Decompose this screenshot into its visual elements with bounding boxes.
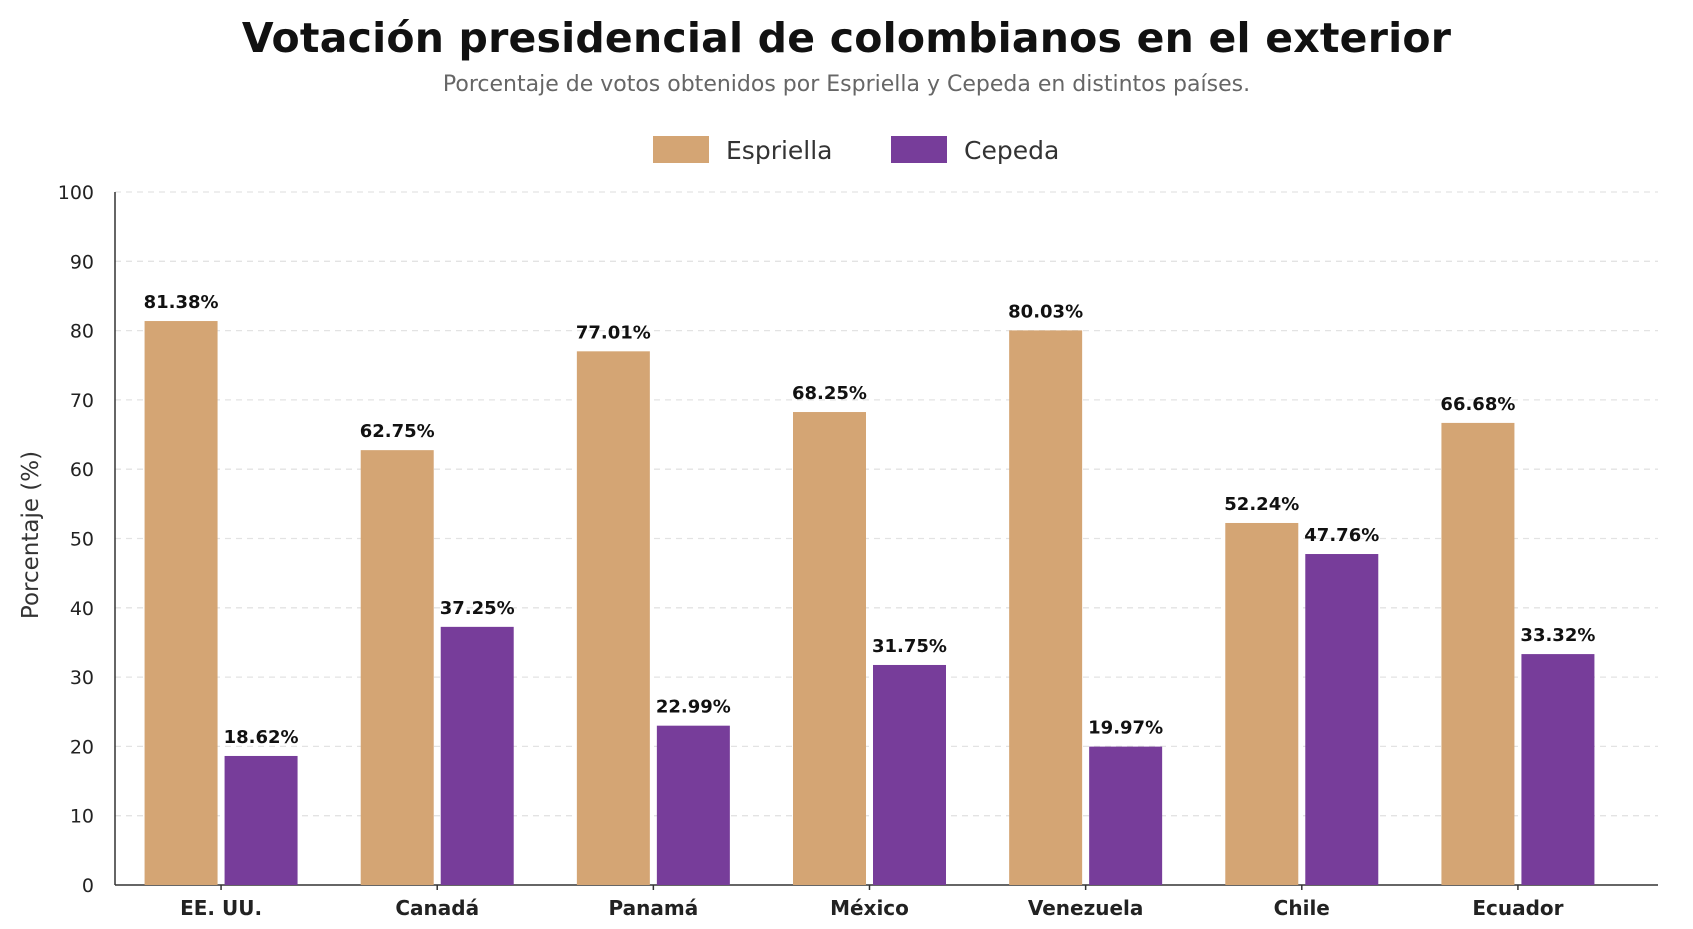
data-label-espriella: 80.03%	[1008, 301, 1083, 322]
y-tick-label: 50	[70, 529, 94, 551]
legend-label-espriella: Espriella	[726, 136, 833, 165]
x-tick-label: Chile	[1274, 896, 1330, 920]
data-label-espriella: 81.38%	[144, 292, 219, 313]
bar-cepeda	[873, 664, 946, 885]
y-tick-label: 40	[70, 598, 94, 620]
y-tick-label: 100	[58, 182, 94, 204]
bar-espriella	[144, 321, 218, 885]
y-tick-label: 0	[82, 875, 94, 897]
y-tick-label: 80	[70, 321, 94, 343]
bar-espriella	[576, 351, 650, 886]
bar-espriella	[1009, 330, 1083, 885]
chart-subtitle: Porcentaje de votos obtenidos por Esprie…	[442, 72, 1251, 97]
y-tick-label: 70	[70, 390, 94, 412]
legend-label-cepeda: Cepeda	[964, 136, 1059, 165]
y-tick-label: 60	[70, 459, 94, 481]
x-tick-label: Ecuador	[1472, 896, 1563, 920]
y-axis-label: Porcentaje (%)	[18, 451, 44, 619]
bar-espriella	[1225, 522, 1299, 885]
data-label-cepeda: 31.75%	[872, 636, 947, 657]
y-tick-label: 10	[70, 806, 94, 828]
x-tick-label: Venezuela	[1028, 896, 1144, 920]
data-label-espriella: 52.24%	[1224, 494, 1299, 515]
x-tick-label: México	[830, 896, 909, 920]
bar-espriella	[793, 412, 866, 885]
data-label-cepeda: 33.32%	[1520, 625, 1595, 646]
data-label-cepeda: 37.25%	[440, 598, 515, 619]
data-label-espriella: 62.75%	[360, 421, 435, 442]
bar-espriella	[1441, 422, 1515, 885]
y-tick-label: 30	[70, 667, 94, 689]
bar-cepeda	[224, 755, 298, 885]
bar-espriella	[360, 450, 434, 885]
y-tick-label: 20	[70, 736, 94, 758]
y-tick-label: 90	[70, 251, 94, 273]
bar-cepeda	[1305, 554, 1379, 885]
data-label-espriella: 66.68%	[1440, 394, 1515, 415]
data-label-cepeda: 19.97%	[1088, 718, 1163, 739]
legend-swatch-cepeda	[891, 136, 947, 163]
x-tick-label: EE. UU.	[180, 896, 262, 920]
data-label-espriella: 68.25%	[792, 383, 867, 404]
legend-swatch-espriella	[653, 136, 709, 163]
data-label-cepeda: 18.62%	[224, 727, 299, 748]
bar-cepeda	[1521, 654, 1595, 885]
bar-cepeda	[1089, 746, 1163, 885]
x-tick-label: Panamá	[609, 896, 699, 920]
data-label-cepeda: 22.99%	[656, 697, 731, 718]
chart-title: Votación presidencial de colombianos en …	[241, 14, 1452, 62]
data-label-cepeda: 47.76%	[1304, 525, 1379, 546]
bar-cepeda	[440, 626, 514, 885]
bar-cepeda	[656, 725, 730, 885]
x-tick-label: Canadá	[395, 896, 479, 920]
data-label-espriella: 77.01%	[576, 322, 651, 343]
